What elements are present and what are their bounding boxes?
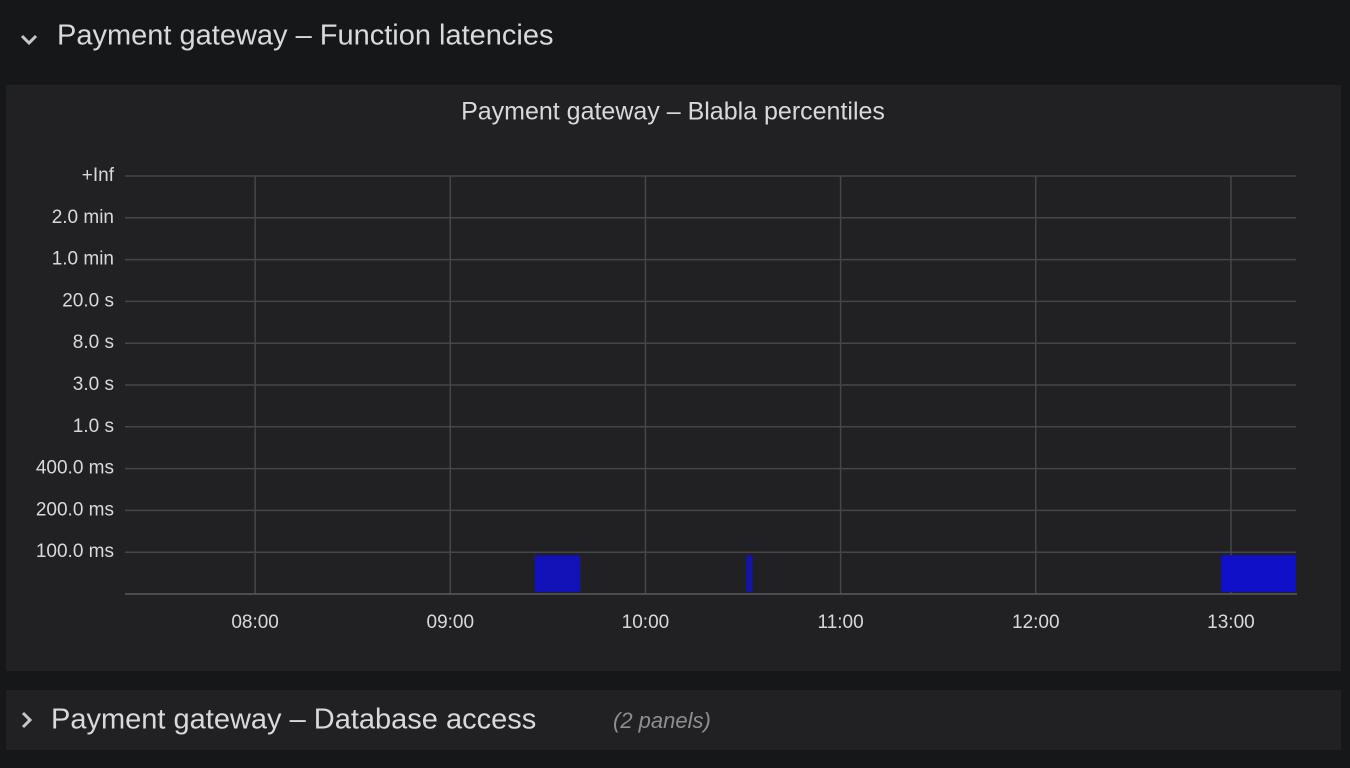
y-tick-label: 20.0 s	[62, 290, 114, 311]
x-tick-label: 11:00	[818, 612, 864, 633]
y-tick-label: 1.0 s	[73, 416, 114, 437]
y-tick-label: 2.0 min	[52, 207, 114, 228]
row-header[interactable]	[0, 0, 1350, 80]
y-tick-label: +Inf	[82, 165, 115, 186]
x-tick-label: 12:00	[1012, 612, 1060, 633]
x-tick-label: 10:00	[622, 612, 670, 633]
expand-icon[interactable]	[21, 711, 33, 729]
x-tick-label: 13:00	[1207, 612, 1255, 633]
panel-title[interactable]: Payment gateway – Blabla percentiles	[461, 98, 885, 126]
y-tick-label: 3.0 s	[73, 374, 114, 395]
collapse-icon[interactable]	[20, 34, 38, 46]
row-title[interactable]: Payment gateway – Function latencies	[57, 20, 554, 52]
plot: 100.0 ms 200.0 ms 400.0 ms 1.0 s 3.0 s 8.0 s 2…	[36, 165, 1297, 633]
y-tick-label: 100.0 ms	[36, 541, 114, 562]
row-note: (2 panels)	[613, 708, 711, 733]
y-tick-label: 200.0 ms	[36, 499, 114, 520]
row-header[interactable]	[6, 690, 1341, 750]
y-tick-label: 8.0 s	[73, 332, 114, 353]
y-tick-label: 1.0 min	[52, 249, 114, 270]
heatmap-cell	[534, 555, 581, 592]
panel	[6, 85, 1341, 671]
y-tick-label: 400.0 ms	[36, 458, 114, 479]
row-title[interactable]: Payment gateway – Database access	[51, 704, 536, 736]
heatmap-cell	[746, 555, 753, 592]
heatmap-cell	[1221, 555, 1296, 592]
x-tick-label: 09:00	[427, 612, 475, 633]
x-tick-label: 08:00	[231, 612, 279, 633]
